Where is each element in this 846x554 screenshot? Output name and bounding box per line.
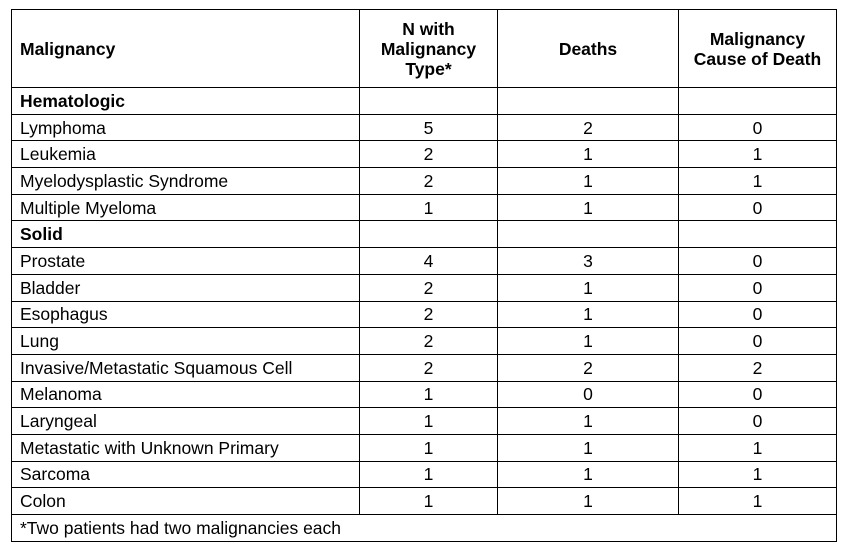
deaths-cell: 1 <box>497 487 679 515</box>
n-with-type-cell: 5 <box>359 113 498 142</box>
header-malignancy: Malignancy <box>11 9 360 88</box>
deaths-cell: 2 <box>497 353 679 382</box>
category-row: Hematologic <box>11 87 837 115</box>
malignancy-name: Esophagus <box>11 300 360 329</box>
table-row: Esophagus 2 1 0 <box>11 300 837 329</box>
deaths-cell: 1 <box>497 327 679 355</box>
n-with-type-cell: 2 <box>359 273 498 302</box>
cause-of-death-cell: 1 <box>678 167 837 195</box>
category-row: Solid <box>11 220 837 249</box>
n-with-type-cell: 2 <box>359 353 498 382</box>
empty-cell <box>359 87 498 115</box>
deaths-cell: 1 <box>497 167 679 195</box>
malignancy-name: Leukemia <box>11 140 360 169</box>
footnote-row: *Two patients had two malignancies each <box>11 514 837 542</box>
n-with-type-cell: 1 <box>359 433 498 462</box>
malignancy-name: Invasive/Metastatic Squamous Cell <box>11 353 360 382</box>
table-row: Sarcoma 1 1 1 <box>11 460 837 489</box>
malignancy-name: Multiple Myeloma <box>11 193 360 222</box>
empty-cell <box>497 220 679 249</box>
deaths-cell: 1 <box>497 433 679 462</box>
deaths-cell: 1 <box>497 460 679 489</box>
cause-of-death-cell: 0 <box>678 380 837 409</box>
n-with-type-cell: 1 <box>359 460 498 489</box>
table-body: Hematologic Lymphoma 5 2 0 Leukemia 2 1 1 Myelody… <box>11 87 837 515</box>
cause-of-death-cell: 0 <box>678 327 837 355</box>
deaths-cell: 1 <box>497 193 679 222</box>
cause-of-death-cell: 0 <box>678 407 837 435</box>
cause-of-death-cell: 1 <box>678 140 837 169</box>
n-with-type-cell: 1 <box>359 193 498 222</box>
n-with-type-cell: 1 <box>359 380 498 409</box>
malignancy-name: Prostate <box>11 247 360 275</box>
table-row: Metastatic with Unknown Primary 1 1 1 <box>11 433 837 462</box>
malignancy-table: Malignancy N with Malignancy Type* Death… <box>11 9 837 542</box>
header-deaths: Deaths <box>497 9 679 88</box>
cause-of-death-cell: 1 <box>678 487 837 515</box>
malignancy-name: Melanoma <box>11 380 360 409</box>
cause-of-death-cell: 0 <box>678 273 837 302</box>
header-cause-of-death: Malignancy Cause of Death <box>678 9 837 88</box>
deaths-cell: 0 <box>497 380 679 409</box>
cause-of-death-cell: 0 <box>678 193 837 222</box>
table-row: Leukemia 2 1 1 <box>11 140 837 169</box>
cause-of-death-cell: 1 <box>678 460 837 489</box>
malignancy-name: Colon <box>11 487 360 515</box>
category-label: Solid <box>11 220 360 249</box>
deaths-cell: 1 <box>497 140 679 169</box>
category-label: Hematologic <box>11 87 360 115</box>
table-row: Laryngeal 1 1 0 <box>11 407 837 435</box>
n-with-type-cell: 4 <box>359 247 498 275</box>
table-row: Lung 2 1 0 <box>11 327 837 355</box>
malignancy-name: Metastatic with Unknown Primary <box>11 433 360 462</box>
malignancy-name: Myelodysplastic Syndrome <box>11 167 360 195</box>
n-with-type-cell: 2 <box>359 300 498 329</box>
table-row: Invasive/Metastatic Squamous Cell 2 2 2 <box>11 353 837 382</box>
empty-cell <box>678 87 837 115</box>
footnote: *Two patients had two malignancies each <box>11 514 837 542</box>
table-row: Bladder 2 1 0 <box>11 273 837 302</box>
table-row: Myelodysplastic Syndrome 2 1 1 <box>11 167 837 195</box>
n-with-type-cell: 1 <box>359 487 498 515</box>
cause-of-death-cell: 0 <box>678 247 837 275</box>
n-with-type-cell: 2 <box>359 327 498 355</box>
cause-of-death-cell: 0 <box>678 300 837 329</box>
empty-cell <box>678 220 837 249</box>
deaths-cell: 1 <box>497 300 679 329</box>
cause-of-death-cell: 2 <box>678 353 837 382</box>
empty-cell <box>497 87 679 115</box>
malignancy-name: Sarcoma <box>11 460 360 489</box>
table-row: Multiple Myeloma 1 1 0 <box>11 193 837 222</box>
deaths-cell: 1 <box>497 273 679 302</box>
header-row: Malignancy N with Malignancy Type* Death… <box>11 9 837 88</box>
deaths-cell: 1 <box>497 407 679 435</box>
table-row: Prostate 4 3 0 <box>11 247 837 275</box>
n-with-type-cell: 2 <box>359 140 498 169</box>
malignancy-name: Lung <box>11 327 360 355</box>
malignancy-name: Bladder <box>11 273 360 302</box>
deaths-cell: 2 <box>497 113 679 142</box>
table-row: Colon 1 1 1 <box>11 487 837 515</box>
empty-cell <box>359 220 498 249</box>
malignancy-name: Laryngeal <box>11 407 360 435</box>
cause-of-death-cell: 1 <box>678 433 837 462</box>
n-with-type-cell: 1 <box>359 407 498 435</box>
header-n-with-type: N with Malignancy Type* <box>359 9 498 88</box>
table-row: Lymphoma 5 2 0 <box>11 113 837 142</box>
deaths-cell: 3 <box>497 247 679 275</box>
cause-of-death-cell: 0 <box>678 113 837 142</box>
malignancy-name: Lymphoma <box>11 113 360 142</box>
table-row: Melanoma 1 0 0 <box>11 380 837 409</box>
n-with-type-cell: 2 <box>359 167 498 195</box>
